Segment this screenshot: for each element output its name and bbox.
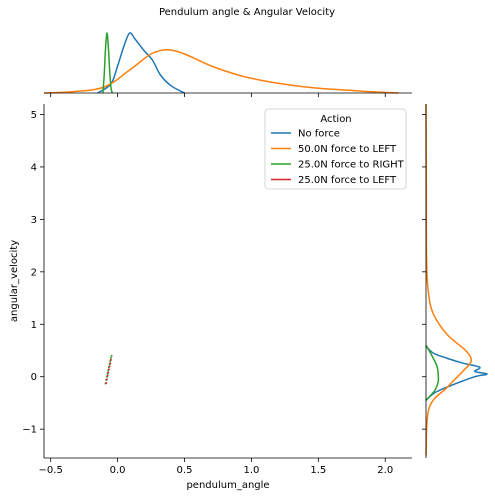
x-axis-ticks: −0.5 0.0 0.5 1.0 1.5 2.0 [39, 458, 393, 476]
data-point [105, 382, 108, 385]
data-point [108, 365, 111, 368]
right-kde-curve [425, 345, 488, 401]
x-tick-label: 1.5 [310, 465, 326, 476]
top-marginal-plot [43, 32, 412, 97]
top-marginal-curves [43, 32, 399, 94]
top-kde-curve [97, 32, 185, 94]
data-point [107, 368, 110, 371]
x-axis-label: pendulum_angle [186, 480, 269, 491]
legend-entry-label: 25.0N force to LEFT [298, 175, 397, 186]
legend-entry-label: 25.0N force to RIGHT [298, 160, 405, 171]
y-tick-label: −1 [22, 425, 37, 436]
y-tick-label: 5 [31, 110, 37, 121]
top-marginal-ticks [50, 93, 386, 97]
legend-entries: No force 50.0N force to LEFT 25.0N force t… [271, 129, 405, 186]
top-kde-curve [43, 49, 399, 94]
x-tick-label: 0.5 [177, 465, 193, 476]
data-point [110, 354, 113, 357]
x-tick-label: 1.0 [243, 465, 259, 476]
x-tick-label: −0.5 [39, 465, 63, 476]
top-kde-curve [102, 32, 113, 94]
data-point [109, 362, 112, 365]
data-point [105, 378, 108, 381]
y-tick-label: 4 [31, 162, 37, 173]
x-tick-label: 2.0 [377, 465, 393, 476]
legend-entry-label: 50.0N force to LEFT [298, 144, 397, 155]
y-axis-ticks: −1 0 1 2 3 4 5 [22, 110, 44, 436]
x-tick-label: 0.0 [110, 465, 126, 476]
y-tick-label: 2 [31, 267, 37, 278]
main-plot-series [104, 354, 113, 385]
y-tick-label: 1 [31, 320, 37, 331]
right-kde-curve [425, 103, 472, 456]
legend-entry-label: No force [298, 129, 340, 140]
chart-title: Pendulum angle & Angular Velocity [159, 7, 335, 18]
right-marginal-curves [425, 103, 488, 456]
right-marginal-ticks [422, 114, 426, 430]
right-marginal-plot [422, 103, 488, 458]
data-point [109, 356, 112, 359]
y-axis-label: angular_velocity [9, 240, 20, 322]
legend: Action No force 50.0N force to LEFT 25.0N … [264, 108, 407, 190]
right-kde-curve [425, 344, 440, 401]
main-plot: −0.5 0.0 0.5 1.0 1.5 2.0 −1 0 1 2 3 4 5 pendulum_an… [9, 104, 412, 491]
y-tick-label: 0 [31, 372, 37, 383]
data-point [109, 358, 112, 361]
legend-frame [264, 108, 407, 190]
y-tick-label: 3 [31, 215, 37, 226]
legend-title: Action [320, 114, 351, 125]
data-point [107, 371, 110, 374]
data-point [106, 374, 109, 377]
